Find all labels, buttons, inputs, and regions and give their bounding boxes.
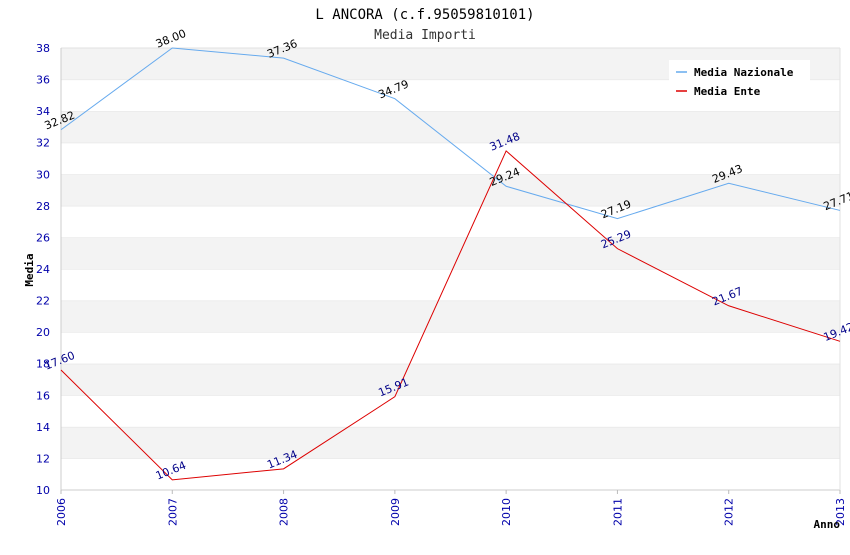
y-tick-label: 12	[36, 452, 50, 465]
y-tick-label: 14	[36, 421, 50, 434]
legend-box	[669, 60, 810, 103]
grid-band	[61, 332, 840, 364]
grid-band	[61, 205, 840, 238]
x-tick-label: 2012	[723, 498, 736, 526]
x-axis-label: Anno	[814, 518, 841, 531]
series-line-media-nazionale	[60, 47, 841, 220]
legend: Media Nazionale Media Ente	[669, 60, 810, 103]
y-tick-label: 38	[36, 42, 50, 55]
x-axis-ticks: 2006 2007 2008 2009 2010 2011 2012 2013	[55, 490, 847, 526]
y-tick-label: 34	[36, 105, 50, 118]
grid-band	[61, 111, 840, 143]
legend-entry-label: Media Nazionale	[694, 66, 794, 79]
y-tick-label: 28	[36, 200, 50, 213]
x-tick-label: 2007	[166, 498, 179, 526]
grid-band	[61, 395, 840, 427]
y-tick-label: 10	[36, 484, 50, 497]
y-tick-label: 20	[36, 326, 50, 339]
grid-band	[61, 363, 840, 396]
series-lines	[60, 47, 841, 481]
legend-entry-label: Media Ente	[694, 85, 761, 98]
y-tick-label: 24	[36, 263, 50, 276]
grid-bands	[61, 47, 840, 490]
grid-band	[61, 142, 840, 175]
grid-band	[61, 300, 840, 333]
grid-band	[61, 426, 840, 459]
y-axis-label: Media	[23, 253, 36, 286]
data-label: 38.00	[154, 27, 188, 51]
chart-subtitle: Media Importi	[374, 28, 476, 43]
x-tick-label: 2010	[500, 498, 513, 526]
x-tick-label: 2009	[389, 498, 402, 526]
y-tick-label: 16	[36, 389, 50, 402]
chart-title: L ANCORA (c.f.95059810101)	[315, 7, 534, 23]
grid-band	[61, 174, 840, 206]
x-tick-label: 2013	[834, 498, 847, 526]
grid-band	[61, 458, 840, 490]
x-tick-label: 2006	[55, 498, 68, 526]
y-axis-ticks: 10 12 14 16 18 20 22 24 26 28 30 32 34 36 38	[36, 42, 50, 497]
series-line-media-ente	[60, 150, 841, 481]
x-tick-label: 2011	[611, 498, 624, 526]
y-tick-label: 22	[36, 295, 50, 308]
y-tick-label: 30	[36, 168, 50, 181]
y-tick-label: 26	[36, 231, 50, 244]
grid-band	[61, 237, 840, 269]
y-tick-label: 32	[36, 137, 50, 150]
x-tick-label: 2008	[278, 498, 291, 526]
y-tick-label: 18	[36, 358, 50, 371]
axes	[60, 48, 841, 491]
y-tick-label: 36	[36, 74, 50, 87]
